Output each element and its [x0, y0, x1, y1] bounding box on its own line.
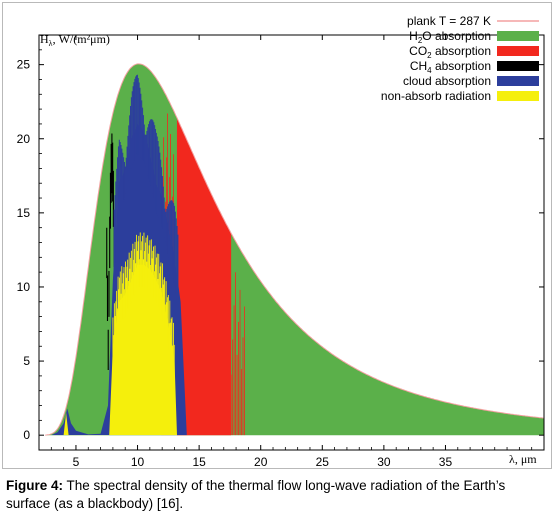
x-tick-label: 5 [73, 455, 80, 469]
legend-swatch [497, 91, 539, 101]
plot-area [45, 63, 544, 436]
y-tick-label: 20 [17, 132, 31, 146]
legend-label: CO2 absorption [409, 44, 491, 60]
y-tick-label: 0 [23, 428, 30, 442]
caption-label: Figure 4: [6, 478, 64, 493]
x-tick-label: 20 [254, 455, 268, 469]
legend-entry-planck: plank T = 287 K [407, 14, 539, 28]
legend-entry-cloud: cloud absorption [403, 74, 539, 88]
axis-ticks: 5 10 15 20 25 30 35 0 5 10 15 20 25 [17, 35, 544, 469]
legend-swatch [497, 76, 539, 86]
non-absorbed-radiation-area [63, 264, 177, 436]
ylabel-units: , W/(m²μm) [53, 32, 110, 46]
absorption-bands [51, 63, 245, 436]
legend-label: plank T = 287 K [407, 14, 491, 28]
planck-curve [45, 63, 544, 436]
legend-label: non-absorb radiation [381, 89, 491, 103]
legend-entry-ch4: CH4 absorption [410, 59, 539, 75]
ylabel-subscript: λ [49, 39, 53, 48]
x-tick-label: 25 [316, 455, 330, 469]
y-tick-label: 10 [17, 280, 31, 294]
y-tick-label: 25 [17, 58, 31, 72]
caption-text: The spectral density of the thermal flow… [6, 478, 506, 511]
legend-label: H2O absorption [409, 29, 491, 45]
legend-swatch [497, 31, 539, 41]
y-tick-label: 5 [23, 354, 30, 368]
legend-label: CH4 absorption [410, 59, 491, 75]
x-tick-label: 15 [192, 455, 206, 469]
co2-absorption-band [176, 63, 232, 436]
legend-entry-nonabs: non-absorb radiation [381, 89, 539, 103]
svg-text:Hλ, W/(m²μm): Hλ, W/(m²μm) [40, 32, 110, 48]
spectral-density-chart: 5 10 15 20 25 30 35 0 5 10 15 20 25 Hλ, W/(m²μm) λ, … [17, 14, 545, 469]
chart-frame: 5 10 15 20 25 30 35 0 5 10 15 20 25 Hλ, W/(m²μm) λ, … [2, 2, 552, 469]
legend-swatch [497, 61, 539, 71]
y-tick-label: 15 [17, 206, 31, 220]
legend-entry-h2o: H2O absorption [409, 29, 539, 45]
x-tick-label: 30 [377, 455, 391, 469]
x-axis-title: λ, μm [509, 452, 537, 466]
x-tick-label: 35 [439, 455, 453, 469]
figure-caption: Figure 4: The spectral density of the th… [6, 477, 551, 513]
ylabel-main: H [40, 32, 49, 46]
y-axis-title: Hλ, W/(m²μm) [40, 32, 110, 48]
x-tick-label: 10 [131, 455, 145, 469]
legend-entry-co2: CO2 absorption [409, 44, 539, 60]
legend-swatch [497, 46, 539, 56]
legend-label: cloud absorption [403, 74, 491, 88]
